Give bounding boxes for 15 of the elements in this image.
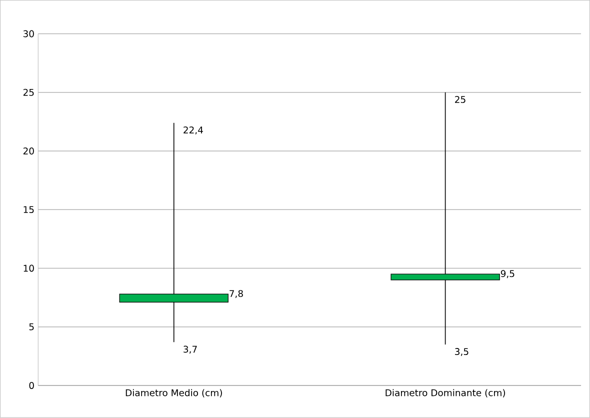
x-tick-label: Diametro Medio (cm)	[126, 389, 222, 398]
annotation: 7,8	[230, 290, 243, 298]
annotation: 22,4	[184, 126, 203, 135]
annotation: 9,5	[500, 270, 514, 278]
y-tick-label: 10	[24, 264, 34, 272]
y-tick-label: 30	[23, 30, 34, 38]
y-tick-label: 15	[24, 206, 34, 214]
x-tick-label: Diametro Dominante (cm)	[386, 389, 506, 398]
y-tick-label: 20	[23, 148, 34, 155]
y-tick-label: 0	[29, 382, 34, 390]
annotation: 3,5	[455, 348, 468, 356]
annotation: 3,7	[184, 346, 197, 354]
y-tick-label: 5	[29, 324, 34, 330]
y-tick-label: 25	[23, 89, 34, 96]
annotation: 25	[455, 96, 466, 104]
